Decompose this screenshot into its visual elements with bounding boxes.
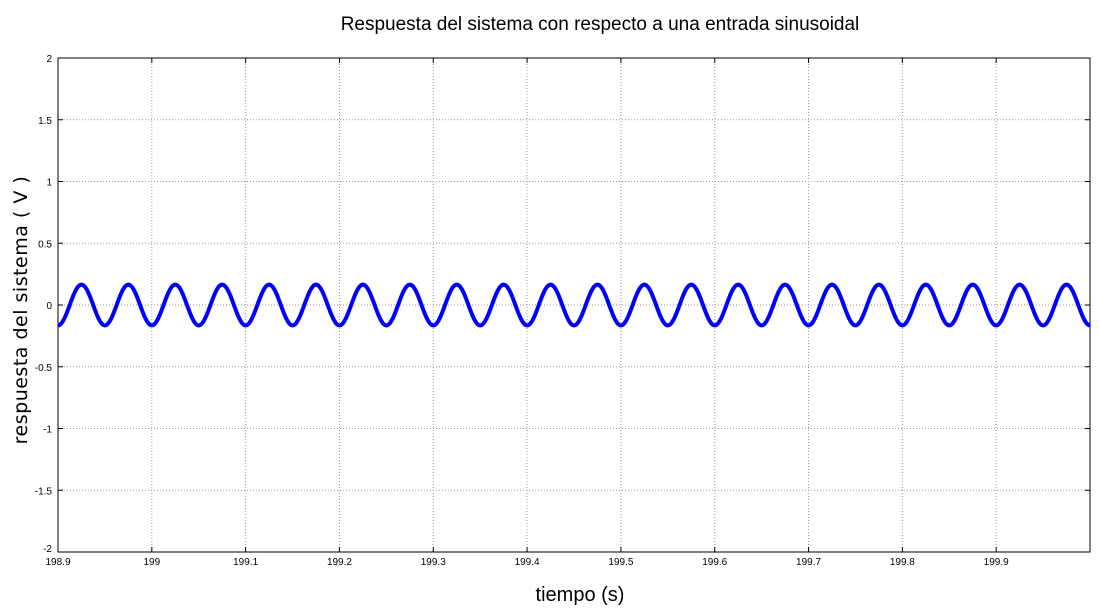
x-tick-label: 199.1 — [233, 557, 258, 568]
tick-marks — [57, 57, 1090, 553]
x-tick-label: 199 — [143, 557, 160, 568]
chart-title: Respuesta del sistema con respecto a una… — [341, 14, 860, 35]
y-tick-label: -1.5 — [35, 486, 53, 497]
x-tick-label: 199.6 — [702, 557, 727, 568]
y-tick-label: -2 — [43, 544, 52, 555]
x-tick-label: 199.8 — [890, 557, 915, 568]
y-tick-label: 1 — [46, 178, 52, 189]
x-tick-label: 199.4 — [515, 557, 540, 568]
x-tick-label: 198.9 — [45, 557, 70, 568]
y-tick-labels: -2 -1.5 -1 -0.5 0 0.5 1 1.5 2 — [35, 54, 53, 555]
x-tick-label: 199.5 — [608, 557, 633, 568]
x-axis-label: tiempo (s) — [536, 584, 625, 606]
series-line — [56, 282, 1092, 328]
x-tick-label: 199.7 — [796, 557, 821, 568]
x-tick-labels: 198.9 199 199.1 199.2 199.3 199.4 199.5 199.6 19… — [45, 557, 1009, 568]
y-tick-label: 1.5 — [38, 116, 52, 127]
y-tick-label: 0.5 — [38, 239, 52, 250]
y-tick-label: -0.5 — [35, 363, 53, 374]
gridlines — [58, 58, 1090, 552]
y-tick-label: 0 — [46, 301, 52, 312]
x-tick-label: 199.2 — [327, 557, 352, 568]
y-axis-label: respuesta del sistema ( V ) — [10, 176, 32, 445]
x-tick-label: 199.3 — [421, 557, 446, 568]
y-tick-label: -1 — [43, 425, 52, 436]
y-tick-label: 2 — [46, 54, 52, 65]
x-tick-label: 199.9 — [984, 557, 1009, 568]
